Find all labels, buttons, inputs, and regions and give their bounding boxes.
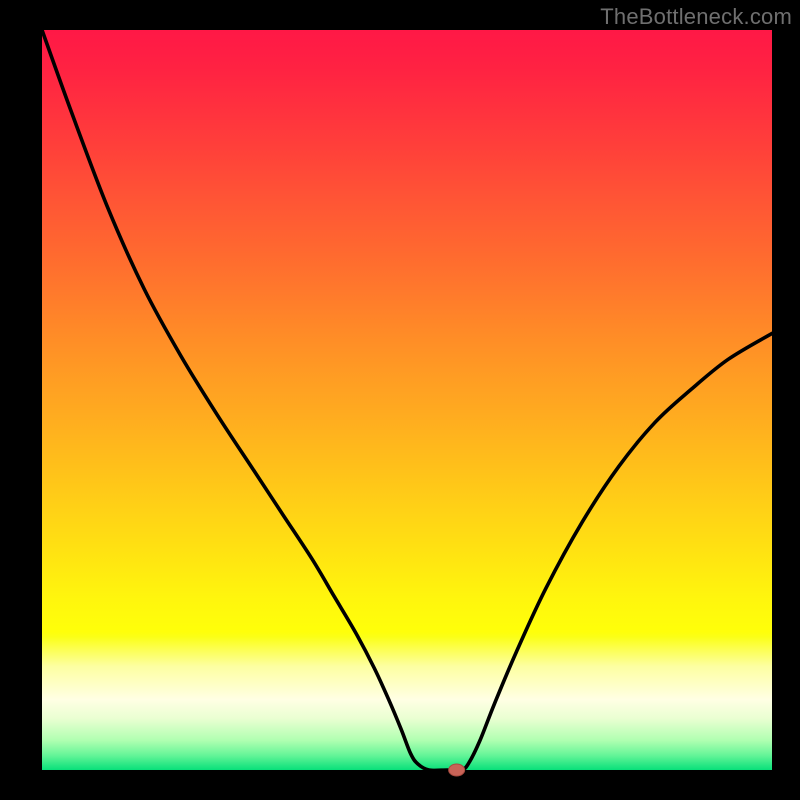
optimal-point-marker bbox=[449, 764, 465, 776]
watermark-text: TheBottleneck.com bbox=[600, 4, 792, 30]
plot-background-gradient bbox=[42, 30, 772, 770]
bottleneck-plot bbox=[0, 0, 800, 800]
